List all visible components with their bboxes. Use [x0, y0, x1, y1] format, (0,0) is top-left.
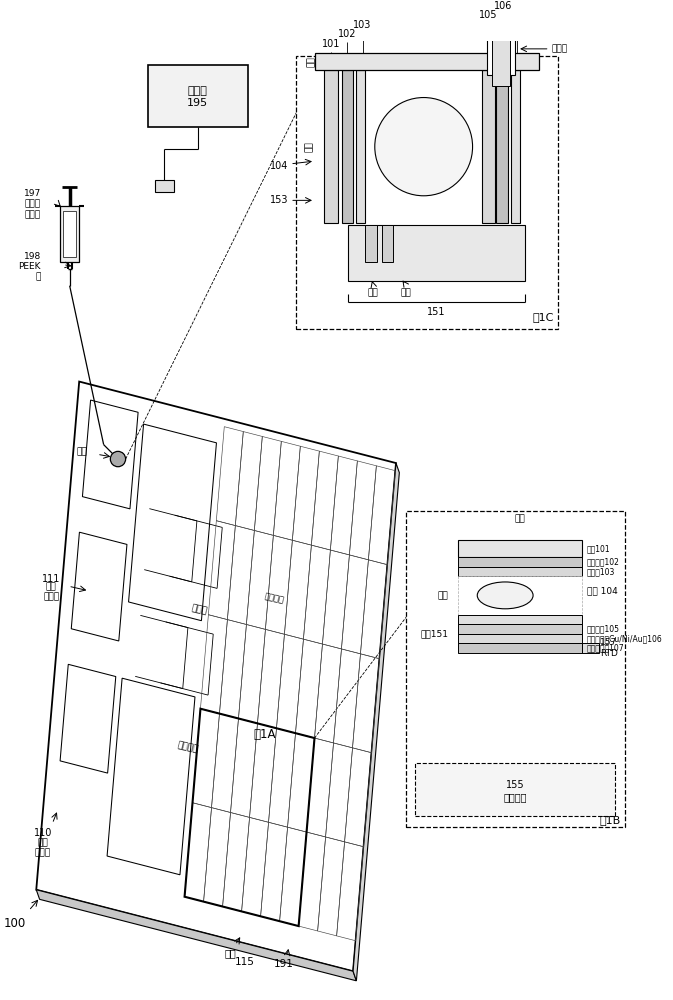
Text: 管件: 管件	[400, 288, 411, 297]
Bar	[511, 70, 520, 223]
Text: 液滴: 液滴	[437, 591, 448, 600]
Text: 顶板: 顶板	[308, 56, 316, 67]
Text: 198
PEEK
管: 198 PEEK 管	[19, 252, 41, 281]
Text: 液滴: 液滴	[305, 141, 314, 152]
Bar	[60, 206, 79, 262]
Bar	[458, 567, 582, 576]
Text: 印刷电路板107: 印刷电路板107	[587, 644, 625, 653]
Text: 107: 107	[508, 0, 526, 1]
Text: 157
RTD: 157 RTD	[600, 638, 618, 658]
Polygon shape	[129, 424, 217, 621]
Text: 接地电极102: 接地电极102	[587, 557, 620, 566]
Text: 底板151: 底板151	[421, 629, 448, 638]
Polygon shape	[60, 664, 116, 773]
Bar	[63, 211, 76, 257]
Circle shape	[110, 451, 126, 467]
Text: 空气 104: 空气 104	[587, 586, 618, 595]
Bar	[296, 56, 558, 329]
Text: 电介质层105: 电介质层105	[587, 624, 620, 633]
Text: 试剂
贮存器: 试剂 贮存器	[43, 582, 59, 602]
Text: 191: 191	[275, 959, 294, 969]
Text: 样本
贮存器: 样本 贮存器	[34, 838, 50, 858]
Bar	[406, 511, 625, 827]
Text: 100: 100	[4, 917, 26, 930]
Bar	[582, 643, 599, 653]
Bar	[458, 557, 582, 567]
Bar	[382, 225, 393, 262]
Text: 104: 104	[270, 161, 288, 171]
Text: 105: 105	[479, 10, 498, 20]
Text: 111: 111	[42, 574, 61, 584]
Bar	[415, 763, 616, 816]
Text: 通孔: 通孔	[367, 288, 378, 297]
Text: 毛细管: 毛细管	[552, 44, 567, 53]
Text: 通孔: 通孔	[76, 447, 87, 456]
Text: 106: 106	[494, 1, 512, 11]
Text: 致动电板: 致动电板	[264, 591, 285, 605]
Bar	[458, 540, 582, 557]
Bar	[356, 70, 365, 223]
Text: 101: 101	[322, 39, 341, 49]
Bar	[482, 70, 495, 223]
Bar	[324, 70, 338, 223]
Text: 103: 103	[353, 20, 371, 30]
Bar	[155, 180, 174, 192]
Text: 控制器
195: 控制器 195	[187, 86, 208, 108]
Text: 155
热电模块: 155 热电模块	[503, 780, 527, 802]
Text: 151: 151	[427, 307, 446, 317]
Bar	[458, 624, 582, 634]
Text: 115: 115	[235, 957, 254, 967]
Polygon shape	[353, 463, 399, 981]
Polygon shape	[36, 382, 396, 971]
Bar	[458, 634, 582, 643]
Text: 致动电极（Cu/Ni/Au）106: 致动电极（Cu/Ni/Au）106	[587, 634, 663, 643]
Text: 热空腔: 热空腔	[190, 604, 208, 616]
Text: 153: 153	[270, 195, 288, 205]
Text: 102: 102	[338, 29, 357, 39]
Text: 图1A: 图1A	[254, 728, 277, 741]
Bar	[315, 53, 539, 70]
Bar	[458, 615, 582, 624]
Polygon shape	[36, 890, 357, 981]
Text: 玻璃101: 玻璃101	[587, 544, 610, 553]
Text: 顶板: 顶板	[515, 514, 526, 523]
Bar	[493, 14, 509, 86]
Circle shape	[375, 98, 472, 196]
Polygon shape	[71, 532, 127, 641]
Text: 110: 110	[34, 828, 52, 838]
Polygon shape	[107, 678, 195, 875]
Text: 图1B: 图1B	[599, 815, 621, 825]
Bar	[496, 70, 507, 223]
Bar	[487, 22, 516, 75]
Text: 热区: 热区	[225, 948, 236, 958]
Text: 疏水层103: 疏水层103	[587, 567, 615, 576]
Bar	[342, 70, 353, 223]
Bar	[458, 576, 582, 615]
Bar	[458, 643, 582, 653]
Ellipse shape	[477, 582, 533, 609]
Polygon shape	[82, 400, 138, 509]
Bar	[349, 225, 525, 281]
Bar	[365, 225, 377, 262]
Text: 流控模板: 流控模板	[176, 740, 199, 754]
Bar	[148, 65, 248, 127]
Text: 图1C: 图1C	[532, 312, 553, 322]
Text: 197
注射器
贮存器: 197 注射器 贮存器	[24, 189, 41, 219]
